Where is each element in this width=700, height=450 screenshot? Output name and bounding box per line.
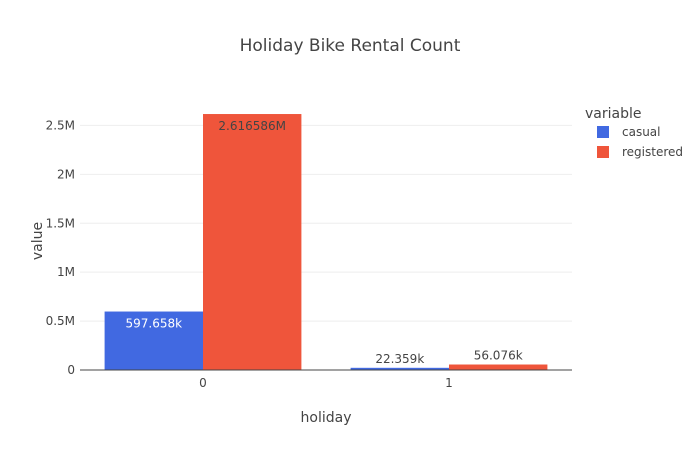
y-axis-title: value bbox=[30, 222, 46, 260]
x-axis-title: holiday bbox=[301, 410, 352, 426]
bar-registered-1 bbox=[449, 364, 548, 370]
bar-labels: 597.658k 2.616586M 22.359k 56.076k bbox=[126, 119, 523, 366]
bar-value-label: 2.616586M bbox=[218, 119, 286, 133]
bar-value-label: 56.076k bbox=[474, 349, 523, 363]
bars bbox=[104, 114, 548, 370]
bar-registered-0 bbox=[203, 114, 302, 370]
y-tick-label: 0 bbox=[67, 363, 75, 377]
legend-swatch-registered[interactable] bbox=[597, 146, 609, 158]
bar-value-label: 22.359k bbox=[375, 352, 424, 366]
y-tick-label: 1.5M bbox=[46, 216, 75, 230]
legend-label-registered[interactable]: registered bbox=[622, 145, 683, 159]
legend-label-casual[interactable]: casual bbox=[622, 125, 661, 139]
y-tick-label: 2M bbox=[57, 167, 75, 181]
bar-casual-1 bbox=[350, 367, 449, 370]
grid-lines bbox=[80, 124, 572, 322]
legend-swatch-casual[interactable] bbox=[597, 126, 609, 138]
y-tick-label: 2.5M bbox=[46, 118, 75, 132]
legend-title: variable bbox=[585, 106, 641, 122]
legend: variable casual registered bbox=[585, 106, 683, 159]
x-tick-label: 1 bbox=[445, 376, 453, 390]
bar-casual-0 bbox=[104, 311, 203, 370]
bar-value-label: 597.658k bbox=[126, 317, 183, 331]
chart-title: Holiday Bike Rental Count bbox=[240, 36, 461, 56]
y-tick-label: 1M bbox=[57, 265, 75, 279]
x-tick-label: 0 bbox=[199, 376, 207, 390]
y-tick-label: 0.5M bbox=[46, 314, 75, 328]
y-axis: 0 0.5M 1M 1.5M 2M 2.5M bbox=[46, 118, 75, 377]
